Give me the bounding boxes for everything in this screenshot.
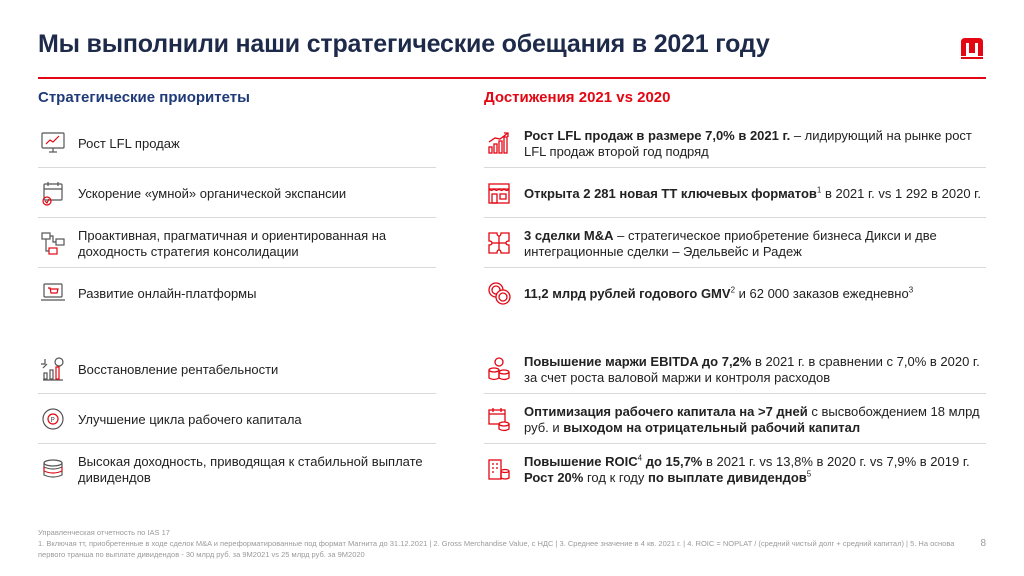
row-divider (38, 393, 436, 394)
achievement-bold: Повышение маржи EBITDA до 7,2% (524, 354, 752, 369)
calendar-check-icon (42, 182, 63, 206)
row-divider (38, 217, 436, 218)
achievement-text: в 2021 г. vs 13,8% в 2020 г. vs 7,9% в 2… (702, 454, 970, 469)
priority-label: Ускорение «умной» органической экспансии (78, 186, 347, 201)
achievement-bold: Рост LFL продаж в размере 7,0% в 2021 г. (524, 128, 791, 143)
coins-icon (488, 282, 511, 305)
page-number: 8 (980, 538, 986, 549)
footnote-source: Управленческая отчетность по IAS 17 (38, 528, 170, 537)
store-icon (488, 183, 510, 204)
slide-title: Мы выполнили наши стратегические обещани… (38, 30, 770, 58)
laptop-cart-icon (41, 283, 65, 301)
achievement-bold: Открыта 2 281 новая ТТ ключевых форматов (524, 186, 817, 201)
achievement-row-gmv: 11,2 млрд рублей годового GMV2 и 62 000 … (484, 274, 994, 318)
priority-row-online: Развитие онлайн-платформы (38, 274, 438, 318)
achievement-bold: по выплате дивидендов (647, 470, 807, 485)
calendar-coins-icon (488, 408, 510, 432)
row-divider (38, 267, 436, 268)
achievement-row-stores: Открыта 2 281 новая ТТ ключевых форматов… (484, 174, 994, 218)
achievement-row-lfl: Рост LFL продаж в размере 7,0% в 2021 г.… (484, 124, 994, 168)
achievement-bold: до 15,7% (642, 454, 703, 469)
footnote-ref: 1 (816, 185, 822, 195)
coin-stack-icon (43, 459, 63, 478)
right-column-heading: Достижения 2021 vs 2020 (484, 89, 671, 106)
row-divider (484, 267, 986, 268)
footnote-ref: 2 (730, 285, 736, 295)
priority-row-consolidation: Проактивная, прагматичная и ориентирован… (38, 224, 438, 268)
priority-label: Высокая доходность, приводящая к стабиль… (78, 454, 423, 485)
row-divider (484, 217, 986, 218)
priority-row-working-capital: P Улучшение цикла рабочего капитала (38, 400, 438, 444)
achievement-bold: 3 сделки M&A (524, 228, 614, 243)
achievement-bold: Оптимизация рабочего капитала на >7 дней (524, 404, 808, 419)
title-underline (38, 77, 986, 79)
achievement-text: и 62 000 заказов ежедневно (735, 286, 909, 301)
achievement-row-working-capital: Оптимизация рабочего капитала на >7 дней… (484, 400, 994, 444)
growth-bars-icon (488, 132, 509, 154)
row-divider (38, 443, 436, 444)
footnotes: Управленческая отчетность по IAS 17 1. В… (38, 527, 958, 560)
achievement-bold: Повышение ROIC (524, 454, 638, 469)
priority-label: Восстановление рентабельности (78, 362, 279, 377)
achievement-text: в 2021 г. в сравнении с 7,0% в 2020 г. з… (524, 354, 980, 385)
footnote-details: 1. Включая тт, приобретенные в ходе сдел… (38, 539, 955, 559)
row-divider (38, 167, 436, 168)
priority-row-dividends: Высокая доходность, приводящая к стабиль… (38, 450, 438, 494)
achievement-text: в 2021 г. vs 1 292 в 2020 г. (821, 186, 981, 201)
achievement-bold: Рост 20% (524, 470, 584, 485)
priority-row-expansion: Ускорение «умной» органической экспансии (38, 174, 438, 218)
priority-row-profitability: Восстановление рентабельности (38, 350, 438, 394)
achievement-row-mna: 3 сделки M&A – стратегическое приобретен… (484, 224, 994, 268)
building-coins-icon (488, 459, 510, 480)
coin-growth-icon (41, 357, 64, 381)
row-divider (484, 167, 986, 168)
coins-stack-icon (488, 357, 510, 381)
priority-label: Рост LFL продаж (78, 136, 180, 151)
puzzle-icon (488, 232, 510, 254)
priority-label: Проактивная, прагматичная и ориентирован… (78, 228, 387, 259)
flow-diagram-icon (41, 232, 65, 255)
footnote-ref: 5 (806, 469, 812, 479)
row-divider (484, 443, 986, 444)
achievement-row-ebitda: Повышение маржи EBITDA до 7,2% в 2021 г.… (484, 350, 994, 394)
achievement-text: год к году (583, 470, 648, 485)
priority-label: Улучшение цикла рабочего капитала (78, 412, 302, 427)
magnit-logo-icon (961, 38, 983, 59)
left-column-heading: Стратегические приоритеты (38, 89, 250, 106)
priority-row-lfl: Рост LFL продаж (38, 124, 438, 168)
achievement-bold: выходом на отрицательный рабочий капитал (563, 420, 861, 435)
coin-cycle-icon: P (42, 408, 64, 430)
priority-label: Развитие онлайн-платформы (78, 286, 257, 301)
achievement-row-roic: Повышение ROIC4 до 15,7% в 2021 г. vs 13… (484, 450, 994, 494)
monitor-chart-icon (41, 132, 65, 153)
achievement-bold: 11,2 млрд рублей годового GMV (524, 286, 731, 301)
footnote-ref: 4 (637, 453, 643, 463)
achievement-text: с высвобождением 18 млрд руб. и (524, 404, 980, 435)
achievement-text: – лидирующий на рынке рост LFL продаж вт… (524, 128, 972, 159)
footnote-ref: 3 (908, 285, 914, 295)
svg-text:P: P (51, 416, 55, 424)
row-divider (484, 393, 986, 394)
achievement-text: – стратегическое приобретение бизнеса Ди… (524, 228, 937, 259)
